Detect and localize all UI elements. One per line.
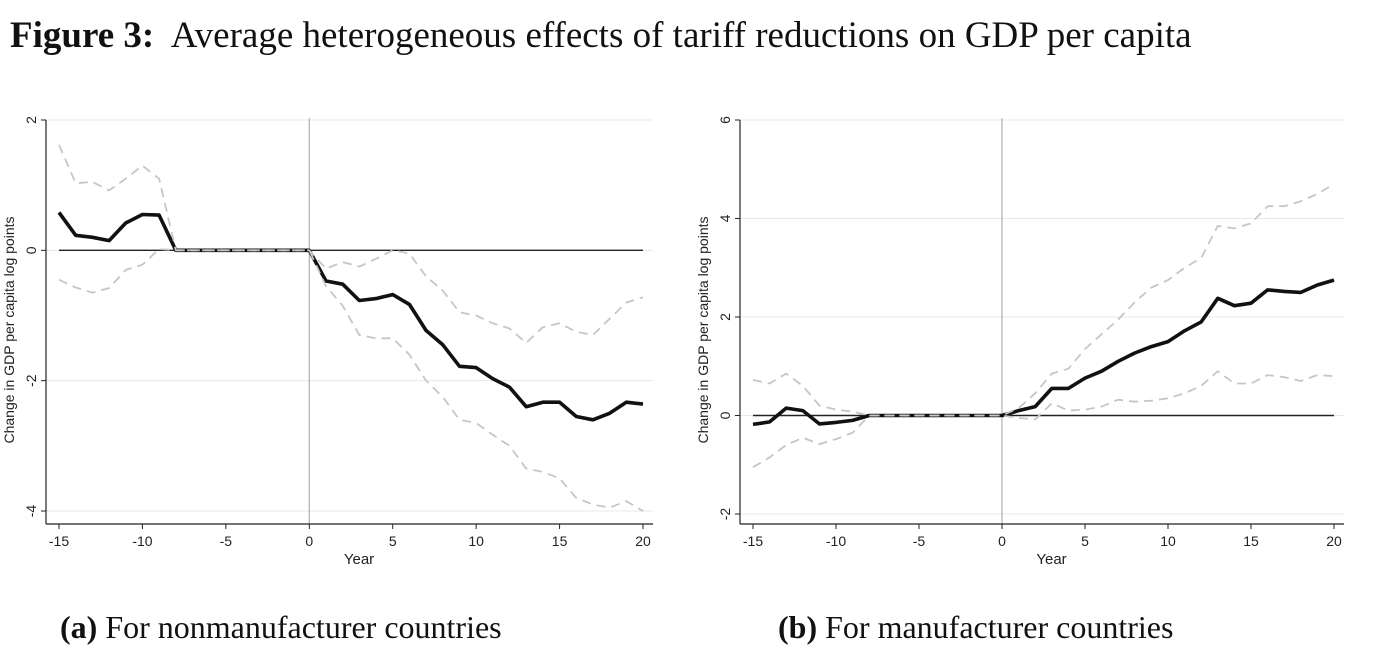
chart-a-y-axis-title: Change in GDP per capita log points <box>1 217 17 444</box>
chart-b-y-tick-label: -2 <box>717 508 733 521</box>
chart-b-x-tick-label: 15 <box>1243 533 1259 549</box>
chart-a-x-tick-label: 15 <box>552 533 568 549</box>
chart-b-x-tick-label: 10 <box>1160 533 1176 549</box>
chart-b-y-tick-label: 6 <box>717 116 733 124</box>
caption-a-text: For nonmanufacturer countries <box>105 609 502 645</box>
chart-b-lower-ci-line <box>752 370 1335 468</box>
chart-a-y-tick-label: 0 <box>23 246 39 254</box>
chart-a-x-tick-label: -15 <box>49 533 69 549</box>
chart-a-x-tick-label: 20 <box>635 533 651 549</box>
chart-b-estimate-line <box>752 278 1335 427</box>
chart-panel-b: -2 0 2 4 6 -15 -10 -5 0 5 10 15 20 Year Change in GDP … <box>672 92 1365 592</box>
figure-title-text: Average heterogeneous effects of tariff … <box>170 15 1192 56</box>
chart-b-y-tick-label: 0 <box>717 411 733 419</box>
chart-b-x-tick-label: -10 <box>826 533 846 549</box>
figure-label: Figure 3: <box>10 15 155 56</box>
chart-a: -4 -2 0 2 -15 -10 -5 0 5 10 15 20 Year Change in GDP … <box>1 116 653 568</box>
figure-title: Figure 3: Average heterogeneous effects … <box>10 14 1380 57</box>
chart-b-y-tick-label: 2 <box>717 313 733 321</box>
chart-b: -2 0 2 4 6 -15 -10 -5 0 5 10 15 20 Year Change in GDP … <box>695 116 1344 568</box>
chart-a-x-tick-label: -5 <box>220 533 233 549</box>
chart-b-upper-ci-line <box>752 183 1335 417</box>
chart-b-x-axis-title: Year <box>1036 551 1066 568</box>
chart-a-lower-ci-line <box>58 248 644 512</box>
chart-b-x-tick-label: 5 <box>1081 533 1089 549</box>
chart-panel-a: -4 -2 0 2 -15 -10 -5 0 5 10 15 20 Year Change in GDP … <box>0 92 672 592</box>
chart-a-x-axis-title: Year <box>344 551 374 568</box>
chart-a-y-tick-label: -4 <box>23 505 39 518</box>
chart-a-x-tick-label: -10 <box>132 533 152 549</box>
chart-a-x-tick-label: 0 <box>305 533 313 549</box>
caption-a-label: (a) <box>60 609 98 645</box>
chart-a-x-tick-label: 10 <box>468 533 484 549</box>
chart-b-y-axis-title: Change in GDP per capita log points <box>695 217 711 444</box>
caption-b-label: (b) <box>778 609 818 645</box>
chart-a-y-tick-label: -2 <box>23 374 39 387</box>
chart-b-x-tick-label: 0 <box>998 533 1006 549</box>
chart-a-y-tick-label: 2 <box>23 116 39 124</box>
chart-b-x-tick-label: -5 <box>913 533 926 549</box>
chart-a-x-tick-label: 5 <box>389 533 397 549</box>
chart-a-upper-ci-line <box>58 144 644 344</box>
caption-a: (a) For nonmanufacturer countries <box>60 609 502 646</box>
chart-b-y-tick-label: 4 <box>717 214 733 222</box>
chart-b-x-tick-label: 20 <box>1326 533 1342 549</box>
chart-b-x-tick-label: -15 <box>743 533 763 549</box>
chart-a-estimate-line <box>57 211 644 422</box>
caption-b-text: For manufacturer countries <box>825 609 1174 645</box>
caption-b: (b) For manufacturer countries <box>778 609 1173 646</box>
